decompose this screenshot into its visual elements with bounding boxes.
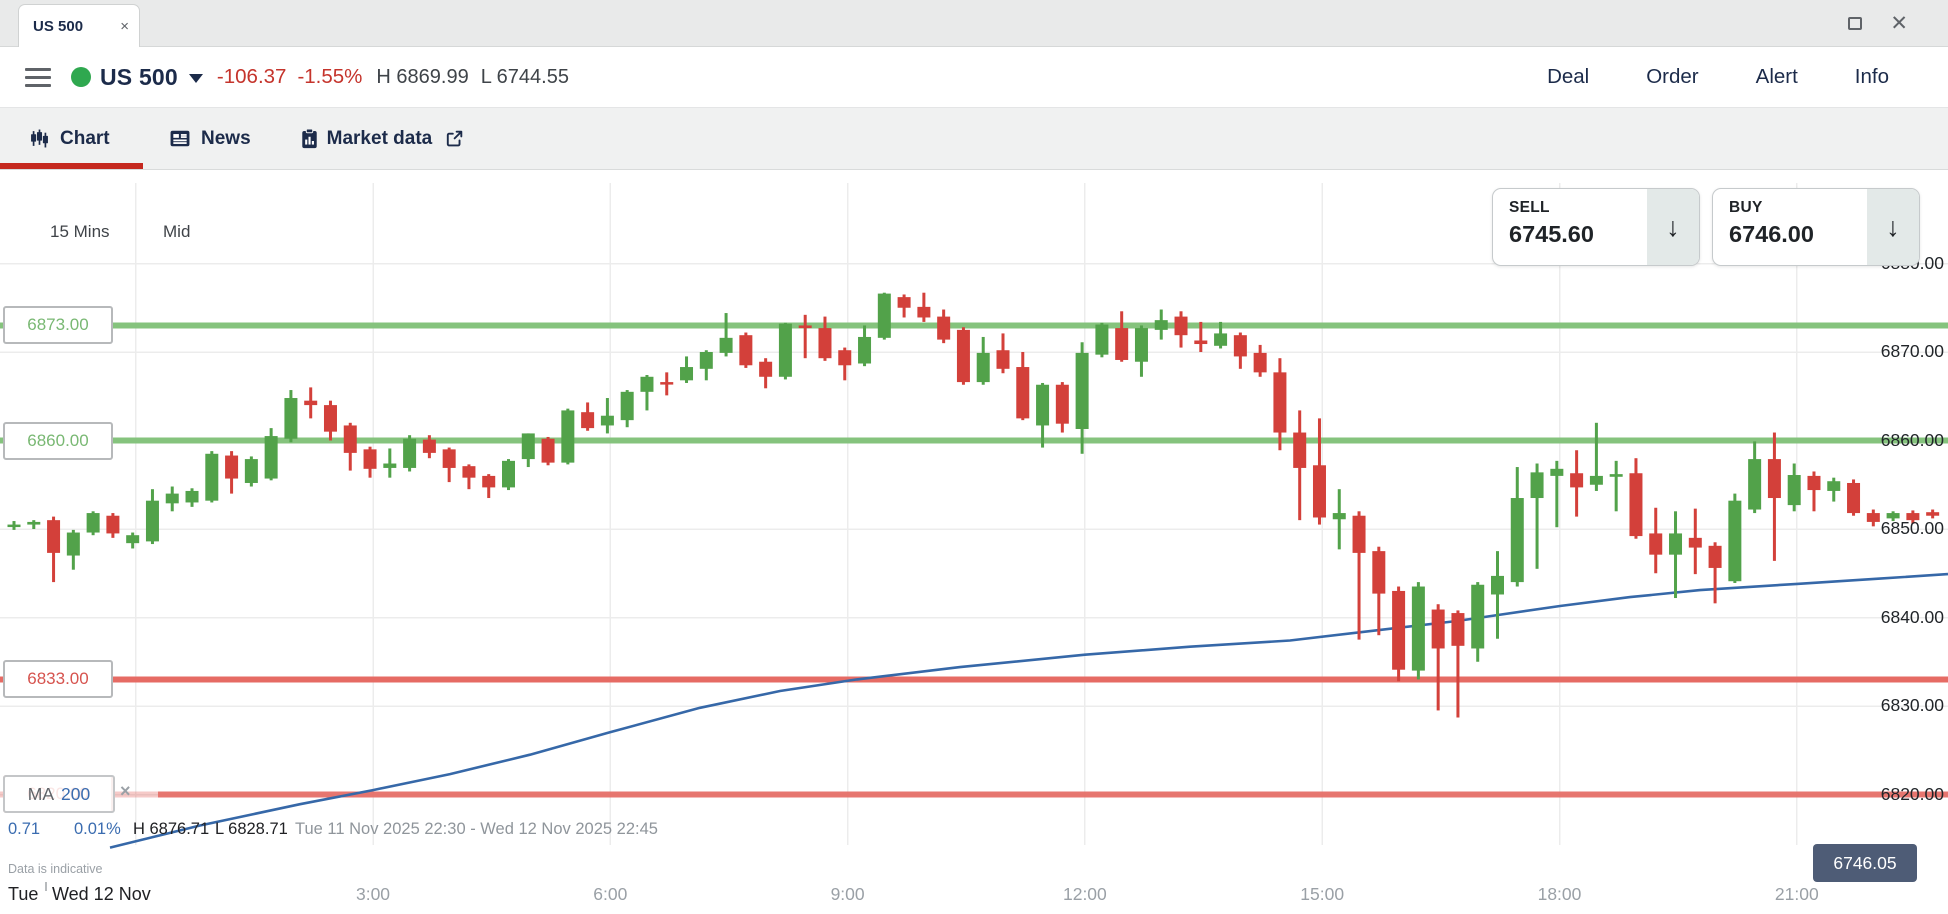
buy-label: BUY bbox=[1729, 199, 1763, 216]
x-axis-label: 3:00 bbox=[355, 884, 391, 904]
price-change: -106.37 bbox=[216, 65, 287, 88]
x-axis-label: 9:00 bbox=[830, 884, 865, 904]
timeframe-selector[interactable]: 15 Mins bbox=[50, 222, 110, 241]
level-badge-6860[interactable]: 6860.00 bbox=[3, 421, 113, 460]
sell-button[interactable]: SELL 6745.60 ↓ bbox=[1492, 188, 1700, 266]
price-type-selector[interactable]: Mid bbox=[163, 222, 191, 241]
document-tab[interactable]: US 500 × bbox=[18, 4, 140, 47]
candlestick-chart-icon bbox=[31, 129, 48, 148]
header-actions: Deal Order Alert Info bbox=[1547, 65, 1889, 89]
y-axis-label: 6860.00 bbox=[1880, 429, 1944, 450]
x-axis-label: 12:00 bbox=[1062, 884, 1107, 904]
menu-icon[interactable] bbox=[25, 67, 51, 87]
market-data-icon bbox=[301, 128, 317, 148]
x-axis-day-label: Wed 12 Nov bbox=[52, 884, 151, 904]
info-button[interactable]: Info bbox=[1854, 65, 1889, 88]
chart-area[interactable]: 15 Mins Mid 6880.006870.006860.006850.00… bbox=[0, 170, 1948, 914]
ma-close-icon[interactable]: × bbox=[120, 781, 131, 801]
tab-market-data-label: Market data bbox=[326, 127, 433, 149]
instrument-header: US 500 -106.37 -1.55% H 6869.99 L 6744.5… bbox=[0, 47, 1948, 108]
tab-chart-label: Chart bbox=[60, 127, 110, 149]
chart-overlay: 15 Mins Mid 6880.006870.006860.006850.00… bbox=[0, 170, 1948, 914]
document-tab-label: US 500 bbox=[33, 17, 84, 35]
day-boundary-tick bbox=[45, 882, 47, 891]
y-axis-label: 6870.00 bbox=[1880, 341, 1944, 361]
tab-news[interactable]: News bbox=[170, 108, 251, 169]
window-close-icon[interactable]: ✕ bbox=[1890, 12, 1908, 35]
sell-price: 6745.60 bbox=[1509, 221, 1594, 247]
market-open-dot bbox=[71, 67, 91, 87]
buy-direction-arrow-icon: ↓ bbox=[1867, 189, 1919, 265]
active-tab-underline bbox=[0, 163, 143, 169]
alert-button[interactable]: Alert bbox=[1755, 65, 1798, 88]
tab-news-label: News bbox=[201, 127, 251, 149]
range-change: 0.71 bbox=[8, 820, 41, 838]
range-change-percent: 0.01% bbox=[74, 820, 121, 838]
window-titlebar: US 500 × ✕ bbox=[0, 0, 1948, 47]
x-axis-label: 18:00 bbox=[1537, 884, 1582, 904]
tab-market-data[interactable]: Market data bbox=[301, 108, 465, 169]
candles-layer bbox=[7, 292, 1940, 718]
buy-price: 6746.00 bbox=[1729, 221, 1814, 247]
sell-direction-arrow-icon: ↓ bbox=[1647, 189, 1699, 265]
level-badge-6833[interactable]: 6833.00 bbox=[3, 660, 113, 699]
date-range: Tue 11 Nov 2025 22:30 - Wed 12 Nov 2025 … bbox=[295, 820, 658, 838]
ma-indicator-name: MA bbox=[27, 783, 55, 804]
price-change-percent: -1.55% bbox=[297, 65, 363, 88]
session-high: H 6869.99 bbox=[376, 65, 469, 88]
y-axis-label: 6840.00 bbox=[1880, 606, 1944, 627]
x-axis-label: 6:00 bbox=[593, 884, 628, 904]
grid-layer bbox=[0, 183, 1948, 845]
deal-button[interactable]: Deal bbox=[1547, 65, 1590, 88]
y-axis-label: 6830.00 bbox=[1880, 695, 1944, 715]
sell-label: SELL bbox=[1509, 199, 1550, 216]
last-price-badge: 6746.05 bbox=[1813, 844, 1917, 882]
x-axis-label: 21:00 bbox=[1774, 884, 1819, 904]
ma200-line[interactable] bbox=[109, 572, 1948, 849]
buy-button[interactable]: BUY 6746.00 ↓ bbox=[1712, 188, 1920, 266]
session-low: L 6744.55 bbox=[480, 65, 569, 88]
window-controls: ✕ bbox=[1848, 0, 1908, 47]
instrument-name[interactable]: US 500 bbox=[100, 63, 178, 90]
view-tabs: Chart News Market data bbox=[0, 108, 1948, 170]
maximize-icon[interactable] bbox=[1848, 17, 1863, 30]
tab-chart[interactable]: Chart bbox=[0, 108, 143, 169]
y-axis-label: 6820.00 bbox=[1880, 783, 1944, 804]
external-link-icon bbox=[447, 130, 463, 147]
range-high: H 6876.71 bbox=[133, 820, 210, 838]
x-axis-day-label: Tue bbox=[8, 884, 39, 904]
level-badge-6873[interactable]: 6873.00 bbox=[3, 306, 113, 345]
tab-close-icon[interactable]: × bbox=[120, 17, 129, 35]
news-icon bbox=[170, 130, 190, 147]
data-indicative-note: Data is indicative bbox=[8, 862, 103, 876]
ma-indicator-badge[interactable]: MA 200 bbox=[3, 775, 115, 813]
x-axis-label: 15:00 bbox=[1300, 884, 1345, 904]
chevron-down-icon[interactable] bbox=[188, 74, 203, 83]
order-button[interactable]: Order bbox=[1646, 65, 1699, 88]
ma-indicator-period: 200 bbox=[61, 783, 91, 804]
y-axis-label: 6850.00 bbox=[1880, 518, 1944, 538]
range-low: L 6828.71 bbox=[215, 820, 288, 838]
